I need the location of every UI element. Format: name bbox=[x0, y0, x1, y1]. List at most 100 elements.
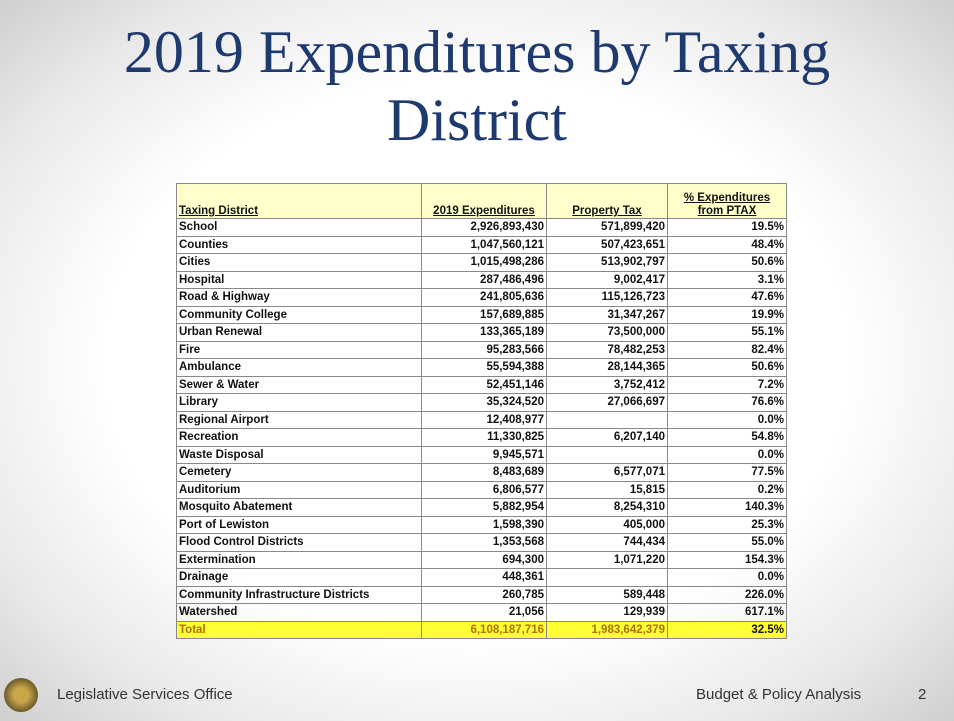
table-cell: 8,483,689 bbox=[421, 463, 547, 482]
table-cell: 1,047,560,121 bbox=[421, 235, 547, 254]
table-cell bbox=[546, 568, 668, 587]
seal-logo bbox=[4, 678, 38, 712]
table-cell bbox=[546, 445, 668, 464]
table-cell: Sewer & Water bbox=[176, 375, 422, 394]
table-cell: Hospital bbox=[176, 270, 422, 289]
table-cell: 12,408,977 bbox=[421, 410, 547, 429]
table-row: Library 35,324,520 27,066,697 76.6% bbox=[176, 393, 787, 412]
table-row: Community Infrastructure Districts 260,78… bbox=[176, 585, 787, 604]
table-cell: Cemetery bbox=[176, 463, 422, 482]
table-cell: Mosquito Abatement bbox=[176, 498, 422, 517]
table-cell: Library bbox=[176, 393, 422, 412]
table-cell: 50.6% bbox=[667, 253, 787, 272]
table-cell: 1,983,642,379 bbox=[546, 620, 668, 639]
table-cell: Flood Control Districts bbox=[176, 533, 422, 552]
table-cell: 0.2% bbox=[667, 480, 787, 499]
table-cell: Recreation bbox=[176, 428, 422, 447]
table-row: Community College 157,689,885 31,347,267 19… bbox=[176, 305, 787, 324]
table-cell: 1,353,568 bbox=[421, 533, 547, 552]
table-cell: 260,785 bbox=[421, 585, 547, 604]
table-row: School 2,926,893,430 571,899,420 19.5% bbox=[176, 218, 787, 237]
table-cell: 55,594,388 bbox=[421, 358, 547, 377]
table-cell: 2,926,893,430 bbox=[421, 218, 547, 237]
table-cell: 21,056 bbox=[421, 603, 547, 622]
table-row: Flood Control Districts 1,353,568 744,434 5… bbox=[176, 533, 787, 552]
table-cell: 25.3% bbox=[667, 515, 787, 534]
table-cell: 82.4% bbox=[667, 340, 787, 359]
table-cell: 76.6% bbox=[667, 393, 787, 412]
table-cell: 32.5% bbox=[667, 620, 787, 639]
table-cell: Taxing District bbox=[176, 183, 422, 219]
table-cell: 6,108,187,716 bbox=[421, 620, 547, 639]
table-cell: Cities bbox=[176, 253, 422, 272]
footer-left: Legislative Services Office bbox=[57, 686, 233, 703]
table-row: Ambulance 55,594,388 28,144,365 50.6% bbox=[176, 358, 787, 377]
table-cell: 3.1% bbox=[667, 270, 787, 289]
table-cell: 157,689,885 bbox=[421, 305, 547, 324]
table-cell: 133,365,189 bbox=[421, 323, 547, 342]
table-cell: 617.1% bbox=[667, 603, 787, 622]
table-cell: 9,945,571 bbox=[421, 445, 547, 464]
table-cell: 28,144,365 bbox=[546, 358, 668, 377]
table-cell: Drainage bbox=[176, 568, 422, 587]
table-row: Watershed 21,056 129,939 617.1% bbox=[176, 603, 787, 622]
table-cell: 55.0% bbox=[667, 533, 787, 552]
table-cell: 513,902,797 bbox=[546, 253, 668, 272]
table-cell: 5,882,954 bbox=[421, 498, 547, 517]
table-cell: Watershed bbox=[176, 603, 422, 622]
table-cell: 154.3% bbox=[667, 550, 787, 569]
table-cell: Regional Airport bbox=[176, 410, 422, 429]
table-row: Road & Highway 241,805,636 115,126,723 47.6… bbox=[176, 288, 787, 307]
table-cell: 1,071,220 bbox=[546, 550, 668, 569]
table-cell: 405,000 bbox=[546, 515, 668, 534]
table-cell: 744,434 bbox=[546, 533, 668, 552]
table-cell: 448,361 bbox=[421, 568, 547, 587]
table-cell: 589,448 bbox=[546, 585, 668, 604]
table-cell: 95,283,566 bbox=[421, 340, 547, 359]
table-cell: 571,899,420 bbox=[546, 218, 668, 237]
table-row: Counties 1,047,560,121 507,423,651 48.4% bbox=[176, 235, 787, 254]
table-row: Total 6,108,187,716 1,983,642,379 32.5% bbox=[176, 620, 787, 639]
table-row: Extermination 694,300 1,071,220 154.3% bbox=[176, 550, 787, 569]
table-cell: 55.1% bbox=[667, 323, 787, 342]
table-row: Regional Airport 12,408,977 0.0% bbox=[176, 410, 787, 429]
table-cell: 6,577,071 bbox=[546, 463, 668, 482]
table-cell: 78,482,253 bbox=[546, 340, 668, 359]
table-cell: 287,486,496 bbox=[421, 270, 547, 289]
table-cell: 9,002,417 bbox=[546, 270, 668, 289]
table-cell: 140.3% bbox=[667, 498, 787, 517]
table-cell: Ambulance bbox=[176, 358, 422, 377]
page-number: 2 bbox=[918, 686, 927, 703]
table-cell: Port of Lewiston bbox=[176, 515, 422, 534]
table-cell: 694,300 bbox=[421, 550, 547, 569]
table-cell: 1,598,390 bbox=[421, 515, 547, 534]
table-row: Taxing District 2019 Expenditures Property… bbox=[176, 183, 787, 219]
table-cell: 47.6% bbox=[667, 288, 787, 307]
table-cell: 19.5% bbox=[667, 218, 787, 237]
slide-title: 2019 Expenditures by Taxing District bbox=[123, 19, 831, 153]
table-cell: 7.2% bbox=[667, 375, 787, 394]
table-cell: 8,254,310 bbox=[546, 498, 668, 517]
table-cell: 0.0% bbox=[667, 410, 787, 429]
table-cell bbox=[546, 410, 668, 429]
table-cell: Fire bbox=[176, 340, 422, 359]
table-row: Sewer & Water 52,451,146 3,752,412 7.2% bbox=[176, 375, 787, 394]
table-cell: 0.0% bbox=[667, 445, 787, 464]
table-row: Drainage 448,361 0.0% bbox=[176, 568, 787, 587]
table-cell: Extermination bbox=[176, 550, 422, 569]
table-row: Hospital 287,486,496 9,002,417 3.1% bbox=[176, 270, 787, 289]
table-cell: Counties bbox=[176, 235, 422, 254]
table-cell: 2019 Expenditures bbox=[421, 183, 547, 219]
table-cell: 3,752,412 bbox=[546, 375, 668, 394]
table-cell: 31,347,267 bbox=[546, 305, 668, 324]
table-cell: 226.0% bbox=[667, 585, 787, 604]
table-row: Mosquito Abatement 5,882,954 8,254,310 140.… bbox=[176, 498, 787, 517]
table-cell: 241,805,636 bbox=[421, 288, 547, 307]
table-cell: 15,815 bbox=[546, 480, 668, 499]
table-row: Port of Lewiston 1,598,390 405,000 25.3% bbox=[176, 515, 787, 534]
table-cell: 19.9% bbox=[667, 305, 787, 324]
table-cell: 54.8% bbox=[667, 428, 787, 447]
table-cell: Property Tax bbox=[546, 183, 668, 219]
table-cell: 35,324,520 bbox=[421, 393, 547, 412]
